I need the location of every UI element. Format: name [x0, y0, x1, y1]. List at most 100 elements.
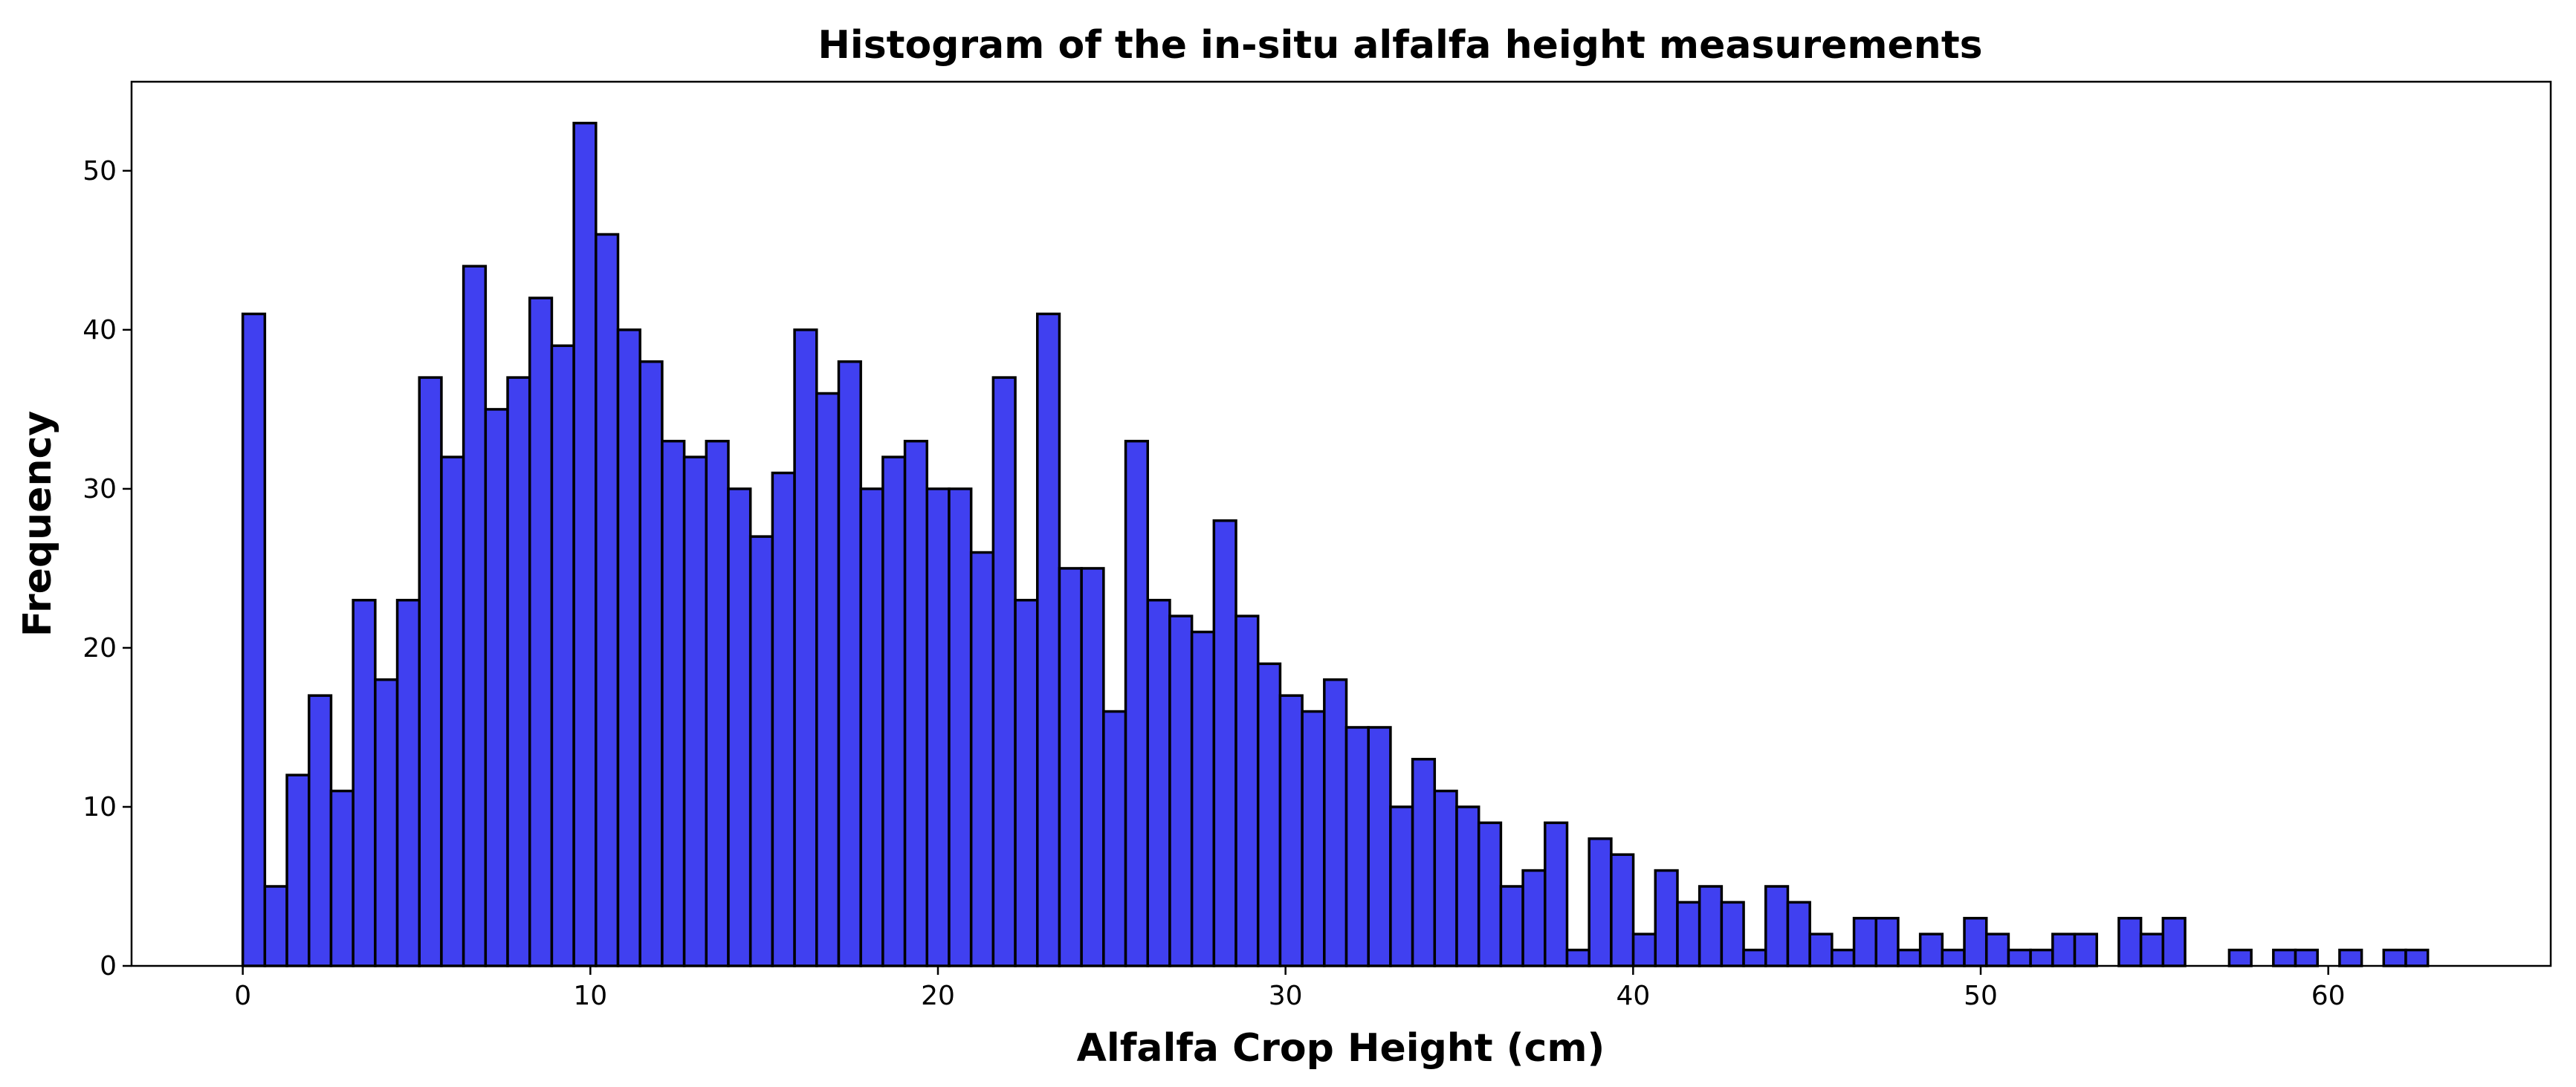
histogram-bar [1764, 885, 1790, 967]
histogram-bar [2051, 932, 2077, 967]
histogram-bar [550, 344, 575, 967]
histogram-bar [1212, 519, 1237, 967]
histogram-bar [1742, 948, 1767, 967]
histogram-bar [1323, 678, 1348, 967]
histogram-bar [1565, 948, 1590, 967]
histogram-bar [903, 439, 929, 967]
histogram-bar [2404, 948, 2430, 967]
histogram-bar [1544, 821, 1569, 967]
histogram-bar [263, 885, 288, 967]
x-tick-label: 0 [234, 981, 251, 1011]
histogram-bar [2029, 948, 2054, 967]
x-tick-label: 20 [921, 981, 955, 1011]
histogram-bar [285, 773, 311, 967]
histogram-bar [440, 455, 465, 967]
histogram-bar [418, 376, 443, 967]
histogram-bar [1963, 917, 1988, 967]
histogram-bar [395, 598, 421, 967]
y-axis-label: Frequency [16, 411, 60, 637]
histogram-bar [2294, 948, 2319, 967]
histogram-bar [925, 487, 951, 967]
y-tick-label: 40 [82, 315, 117, 345]
histogram-bar [1080, 567, 1105, 967]
histogram-bar [462, 265, 488, 967]
histogram-bar [1521, 869, 1547, 967]
histogram-bar [881, 455, 907, 967]
histogram-bar [837, 360, 862, 967]
histogram-bar [1389, 805, 1414, 967]
histogram-bar [2117, 917, 2143, 967]
histogram-bar [793, 328, 818, 967]
bars-group [241, 121, 2430, 967]
histogram-bar [682, 455, 708, 967]
y-tick-label: 20 [82, 633, 117, 663]
histogram-bar [2073, 932, 2098, 967]
x-tick-label: 60 [2311, 981, 2346, 1011]
histogram-bar [1631, 932, 1657, 967]
histogram-bar [1146, 598, 1171, 967]
y-tick-label: 0 [100, 951, 117, 981]
histogram-bar [2161, 917, 2187, 967]
histogram-bar [1344, 726, 1370, 967]
y-ticks-group: 0 10 20 30 40 50 [82, 156, 132, 981]
histogram-bar [1168, 614, 1194, 967]
histogram-bar [969, 551, 995, 967]
x-tick-label: 40 [1616, 981, 1650, 1011]
histogram-bar [1433, 789, 1458, 967]
histogram-bar [727, 487, 752, 967]
histogram-bar [1941, 948, 1966, 967]
histogram-bar [1367, 726, 1392, 967]
histogram-bar [352, 598, 377, 967]
histogram-bar [1411, 758, 1437, 967]
histogram-bar [1984, 932, 2010, 967]
histogram-bar [1256, 662, 1282, 967]
histogram-bar [1831, 948, 1856, 967]
histogram-bar [1588, 837, 1613, 967]
chart-title: Histogram of the in-situ alfalfa height … [818, 23, 1982, 68]
histogram-bar [572, 121, 598, 967]
histogram-bar [307, 694, 333, 967]
x-tick-label: 30 [1269, 981, 1303, 1011]
histogram-bar [1852, 917, 1877, 967]
histogram-bar [506, 376, 531, 967]
x-tick-label: 50 [1964, 981, 1998, 1011]
histogram-bar [1610, 853, 1635, 967]
histogram-bar [1808, 932, 1834, 967]
histogram-bar [748, 535, 774, 967]
histogram-bar [1720, 901, 1745, 967]
histogram-bar [1102, 710, 1127, 967]
histogram-bar [2382, 948, 2407, 967]
histogram-bar [484, 408, 509, 967]
histogram-bar [1786, 901, 1811, 967]
histogram-bar [1897, 948, 1922, 967]
histogram-bar [616, 328, 641, 967]
histogram-bar [1036, 312, 1061, 967]
histogram-bar [2139, 932, 2165, 967]
histogram-bar [1698, 885, 1724, 967]
histogram-bar [705, 439, 730, 967]
histogram-bar [661, 439, 686, 967]
histogram-bar [1124, 439, 1149, 967]
x-ticks-group: 0 10 20 30 40 50 60 [234, 966, 2346, 1011]
y-tick-label: 30 [82, 474, 117, 504]
histogram-bar [2272, 948, 2297, 967]
histogram-bar [528, 296, 554, 967]
histogram-bar [1234, 614, 1260, 967]
histogram-bar [815, 392, 841, 967]
histogram-bar [2338, 948, 2363, 967]
y-tick-label: 10 [82, 792, 117, 822]
histogram-bar [1014, 598, 1039, 967]
x-tick-label: 10 [573, 981, 607, 1011]
histogram-bar [1301, 710, 1326, 967]
histogram-bar [241, 312, 267, 967]
histogram-bar [991, 376, 1017, 967]
histogram-bar [948, 487, 973, 967]
histogram-bar [595, 233, 620, 967]
x-axis-label: Alfalfa Crop Height (cm) [1077, 1026, 1605, 1071]
y-tick-label: 50 [82, 156, 117, 186]
histogram-bar [1676, 901, 1701, 967]
histogram-bar [1058, 567, 1083, 967]
histogram-bar [771, 471, 796, 967]
histogram-bar [2227, 948, 2253, 967]
